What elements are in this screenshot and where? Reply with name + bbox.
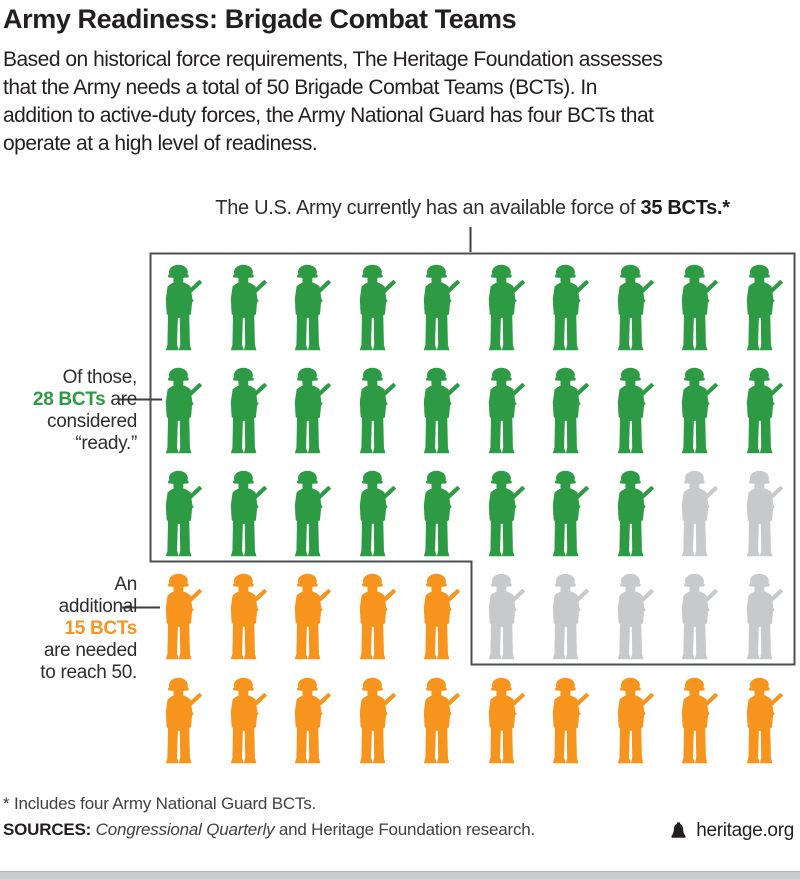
soldier-icon-green <box>736 263 790 353</box>
intro-paragraph: Based on historical force requirements, … <box>3 48 663 155</box>
soldier-icon-orange <box>284 572 338 662</box>
soldier-icon-gray <box>736 572 790 662</box>
soldier-icon-orange <box>736 676 790 766</box>
soldier-icon-green <box>155 469 209 559</box>
annotation-bold-value: 35 BCTs.* <box>640 197 730 219</box>
soldier-icon-green <box>413 263 467 353</box>
soldier-icon-orange <box>349 572 403 662</box>
needed-label-line1: An <box>114 574 137 595</box>
sources-rest: and Heritage Foundation research. <box>274 820 536 839</box>
available-force-annotation: The U.S. Army currently has an available… <box>150 197 795 220</box>
soldier-icon-green <box>478 366 532 456</box>
bottom-bar <box>0 871 800 879</box>
needed-label-line4: are needed <box>43 640 137 661</box>
soldier-icon-green <box>671 366 725 456</box>
bct-pictograph-grid <box>150 253 795 773</box>
soldier-icon-gray <box>542 572 596 662</box>
ready-label-line2: 28 BCTs are <box>2 389 137 411</box>
soldier-icon-orange <box>220 572 274 662</box>
ready-label-line1: Of those, <box>62 367 138 388</box>
soldier-icon-gray <box>671 572 725 662</box>
soldier-icon-green <box>736 366 790 456</box>
soldier-icon-green <box>155 263 209 353</box>
soldier-icon-green <box>607 263 661 353</box>
needed-count-highlight: 15 BCTs <box>64 618 137 639</box>
soldier-icon-orange <box>671 676 725 766</box>
needed-label-line5: to reach 50. <box>40 662 137 683</box>
soldier-icon-green <box>349 469 403 559</box>
soldier-icon-green <box>671 263 725 353</box>
heritage-brand-link[interactable]: heritage.org <box>668 820 794 842</box>
soldier-icon-green <box>349 263 403 353</box>
soldier-icon-green <box>220 263 274 353</box>
soldier-icon-orange <box>155 676 209 766</box>
soldier-icon-green <box>542 366 596 456</box>
soldier-icon-green <box>284 469 338 559</box>
page-title: Army Readiness: Brigade Combat Teams <box>3 4 517 34</box>
sources-line: SOURCES: Congressional Quarterly and Her… <box>3 820 535 840</box>
soldier-icon-orange <box>220 676 274 766</box>
liberty-bell-icon <box>671 821 686 838</box>
ready-label: Of those, 28 BCTs are considered “ready.… <box>2 367 137 455</box>
soldier-icon-green <box>478 469 532 559</box>
soldier-icon-green <box>607 366 661 456</box>
soldier-icon-gray <box>736 469 790 559</box>
ready-label-line3: considered <box>47 411 137 432</box>
sources-italic: Congressional Quarterly <box>91 820 275 839</box>
soldier-icon-green <box>220 366 274 456</box>
needed-label-line2: additional <box>58 596 138 617</box>
soldier-icon-orange <box>413 572 467 662</box>
ready-count-highlight: 28 BCTs <box>32 389 106 410</box>
soldier-icon-green <box>155 366 209 456</box>
soldier-icon-orange <box>542 676 596 766</box>
annotation-text: The U.S. Army currently has an available… <box>215 197 641 219</box>
soldier-icon-orange <box>607 676 661 766</box>
ready-label-line4: “ready.” <box>75 433 137 454</box>
soldier-icon-gray <box>671 469 725 559</box>
ready-label-line2-rest: are <box>105 389 137 410</box>
soldier-icon-gray <box>607 572 661 662</box>
soldier-icon-green <box>413 469 467 559</box>
soldier-icon-green <box>349 366 403 456</box>
brand-text: heritage.org <box>696 820 794 841</box>
soldier-icon-orange <box>284 676 338 766</box>
soldier-icon-green <box>542 469 596 559</box>
needed-label: An additional 15 BCTs are needed to reac… <box>2 574 137 684</box>
soldier-icon-orange <box>478 676 532 766</box>
soldier-icon-green <box>478 263 532 353</box>
soldier-icon-orange <box>155 572 209 662</box>
soldier-icon-green <box>284 263 338 353</box>
soldier-icon-green <box>542 263 596 353</box>
soldier-icon-green <box>607 469 661 559</box>
soldier-icon-green <box>413 366 467 456</box>
soldier-icon-gray <box>478 572 532 662</box>
footnote: * Includes four Army National Guard BCTs… <box>3 794 317 813</box>
soldier-icon-orange <box>349 676 403 766</box>
soldier-icon-green <box>220 469 274 559</box>
sources-label: SOURCES: <box>3 820 92 839</box>
soldier-icon-green <box>284 366 338 456</box>
soldier-icon-orange <box>413 676 467 766</box>
